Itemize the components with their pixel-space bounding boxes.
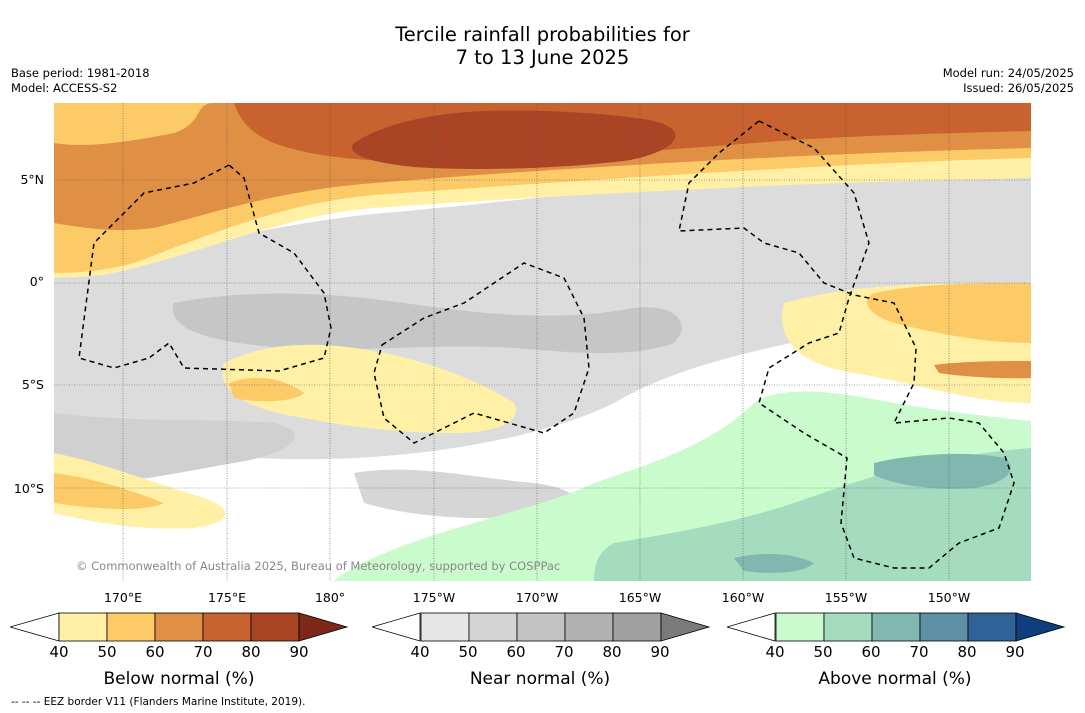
colorbar-near-under: [372, 612, 421, 642]
above-normal-60: [874, 453, 1011, 489]
near-normal-region-left: [54, 413, 295, 484]
colorbar-label-near: Near normal (%): [469, 669, 611, 689]
colorbar-label-below: Below normal (%): [103, 669, 255, 689]
colorbar-tick: 40: [410, 643, 430, 661]
colorbar-segment: [202, 612, 252, 642]
colorbar-above-normal: [727, 612, 1066, 642]
colorbar-segment: [106, 612, 156, 642]
colorbar-tick: 50: [458, 643, 478, 661]
colorbar-above-over: [1015, 612, 1066, 642]
colorbar-segment: [775, 612, 825, 642]
above-normal-60-south: [734, 553, 814, 573]
model-name: Model: ACCESS-S2: [11, 81, 118, 95]
colorbar-segment: [564, 612, 614, 642]
below-normal-central-50: [229, 377, 304, 402]
below-normal-southwest: [54, 453, 226, 529]
lon-label: 160°W: [721, 590, 765, 605]
colorbar-tick: 60: [145, 643, 165, 661]
colorbar-segment: [58, 612, 108, 642]
meta-right: Model run: 24/05/2025 Issued: 26/05/2025: [943, 66, 1074, 96]
title-line2: 7 to 13 June 2025: [455, 46, 630, 69]
colorbar-segment: [919, 612, 969, 642]
colorbar-tick: 90: [1005, 643, 1025, 661]
issued-date: Issued: 26/05/2025: [963, 81, 1074, 95]
colorbar-tick: 80: [957, 643, 977, 661]
colorbar-tick: 90: [289, 643, 309, 661]
probability-map: [54, 103, 1031, 581]
colorbar-tick: 80: [241, 643, 261, 661]
colorbar-segment: [871, 612, 921, 642]
colorbar-label-above: Above normal (%): [818, 669, 972, 689]
lat-label: 10°S: [13, 481, 44, 496]
lat-label: 0°: [29, 274, 44, 289]
meta-left: Base period: 1981-2018 Model: ACCESS-S2: [11, 66, 150, 96]
base-period: Base period: 1981-2018: [11, 66, 150, 80]
lon-label: 155°W: [824, 590, 868, 605]
gridlines: [54, 103, 1031, 581]
colorbar-tick: 90: [650, 643, 670, 661]
below-normal-southwest-50: [54, 473, 164, 510]
colorbar-above-under: [727, 612, 776, 642]
lon-label: 170°W: [515, 590, 559, 605]
title-line1: Tercile rainfall probabilities for: [395, 23, 690, 46]
colorbar-below-under: [10, 612, 60, 642]
lon-label: 175°E: [207, 590, 246, 605]
colorbar-segment: [154, 612, 204, 642]
lon-label: 165°W: [618, 590, 662, 605]
colorbar-tick: 70: [909, 643, 929, 661]
below-normal-east-70: [934, 361, 1031, 379]
near-normal-region-south: [354, 469, 576, 519]
colorbar-tick: 40: [765, 643, 785, 661]
eez-border-kiribati-phoenix: [373, 262, 590, 444]
colorbar-segment: [823, 612, 873, 642]
eez-border-kiribati-gilbert: [78, 164, 332, 372]
lat-label: 5°N: [20, 172, 44, 187]
below-normal-north-80: [352, 110, 676, 169]
lon-label: 180°: [314, 590, 346, 605]
eez-footnote: -- -- -- EEZ border V11 (Flanders Marine…: [11, 696, 306, 708]
eez-borders: [78, 120, 1015, 569]
lon-label: 150°W: [927, 590, 971, 605]
colorbar-below-normal: [10, 612, 349, 642]
copyright-notice: © Commonwealth of Australia 2025, Bureau…: [76, 559, 561, 573]
colorbar-segment: [250, 612, 300, 642]
colorbar-near-over: [660, 612, 711, 642]
colorbar-segment: [468, 612, 518, 642]
colorbar-tick: 60: [861, 643, 881, 661]
colorbar-near-normal: [372, 612, 711, 642]
lon-label: 175°W: [412, 590, 456, 605]
colorbar-tick: 70: [554, 643, 574, 661]
colorbar-segment: [420, 612, 470, 642]
colorbar-segment: [612, 612, 662, 642]
lon-label: 170°E: [103, 590, 142, 605]
colorbar-below-over: [298, 612, 349, 642]
colorbar-tick: 50: [97, 643, 117, 661]
colorbar-segment: [967, 612, 1017, 642]
colorbar-tick: 60: [506, 643, 526, 661]
colorbar-tick: 50: [813, 643, 833, 661]
colorbar-tick: 80: [602, 643, 622, 661]
lat-label: 5°S: [21, 377, 44, 392]
colorbar-tick: 70: [193, 643, 213, 661]
colorbar-tick: 40: [49, 643, 69, 661]
colorbar-segment: [516, 612, 566, 642]
model-run: Model run: 24/05/2025: [942, 66, 1074, 80]
near-normal-region-dark: [172, 293, 682, 353]
